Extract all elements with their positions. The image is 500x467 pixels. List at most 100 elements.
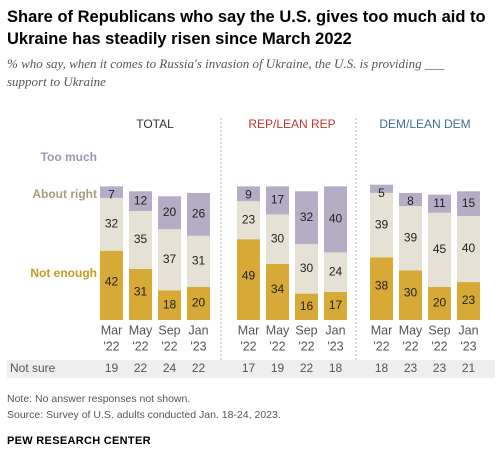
panel-1-bar-3-about-right-label: 37 (163, 252, 177, 266)
panel-2-bar-1-about-right-label: 23 (242, 212, 256, 226)
panel-1-bar-1-not-enough (100, 250, 123, 320)
panel-2-bar-4-about-right-label: 24 (329, 264, 343, 278)
panel-1-bar-2-tick-year: '22 (132, 339, 148, 353)
not-sure-band (7, 360, 495, 378)
panel-1-bar-3-too-much (158, 196, 181, 230)
panel-1-bar-2-not-sure: 22 (134, 361, 148, 375)
panel-2-bar-4-about-right (324, 252, 347, 292)
panel-1-bar-1-tick-month: Mar (101, 323, 123, 337)
panel-2-bar-3-not-enough (295, 293, 318, 320)
panel-3-bar-3-not-enough-label: 20 (433, 296, 447, 310)
category-label-about-right: About right (32, 187, 97, 201)
panel-2-title: REP/LEAN REP (248, 117, 335, 131)
panel-3-bar-2-not-sure: 23 (404, 361, 418, 375)
panel-3-title: DEM/LEAN DEM (379, 117, 470, 131)
panel-1-bar-1-about-right-label: 32 (105, 216, 119, 230)
panel-1-bar-2-not-enough (129, 268, 152, 320)
panel-2-bar-3-too-much-label: 32 (300, 210, 314, 224)
panel-2-bar-2-about-right-label: 30 (271, 231, 285, 245)
panel-2-bar-1-not-enough (237, 239, 260, 320)
panel-2-bar-2-too-much (266, 186, 289, 215)
panel-2-bar-4-tick-month: Jan (325, 323, 345, 337)
chart-title: Share of Republicans who say the U.S. gi… (7, 8, 486, 48)
panel-3-bar-1-tick-year: '22 (373, 339, 389, 353)
panel-1-bar-4-too-much (187, 192, 210, 236)
panel-2-bar-1-about-right (237, 201, 260, 240)
panel-3-bar-1-about-right-label: 39 (375, 217, 389, 231)
panel-3-bar-2-not-enough (399, 270, 422, 320)
panel-1-bar-2-about-right-label: 35 (134, 232, 148, 246)
panel-3-bar-3-about-right-label: 45 (433, 242, 447, 256)
panel-1-bar-3-not-enough (158, 290, 181, 320)
panel-3-bar-3-too-much (428, 194, 451, 213)
panel-2-bar-2-not-enough-label: 34 (271, 282, 285, 296)
panel-3-bar-4-too-much-label: 15 (462, 196, 476, 210)
panel-2-bar-2-about-right (266, 214, 289, 264)
panel-1-bar-2-not-enough-label: 31 (134, 285, 148, 299)
panel-2-bar-3-tick-year: '22 (298, 339, 314, 353)
panel-2-bar-4-too-much (324, 186, 347, 253)
panel-2-bar-2-tick-year: '22 (269, 339, 285, 353)
panel-3-bar-2-too-much-label: 8 (407, 194, 414, 208)
panel-2-bar-4-not-enough-label: 17 (329, 298, 343, 312)
panel-3-bar-4-about-right-label: 40 (462, 241, 476, 255)
panel-1-bar-4-about-right-label: 31 (192, 254, 206, 268)
panel-1-bar-1-too-much-label: 7 (108, 188, 115, 202)
panel-2-bar-1-too-much (237, 186, 260, 202)
panel-1-bar-4-about-right (187, 235, 210, 287)
panel-3-bar-3-tick-month: Sep (428, 323, 450, 337)
panel-2-bar-2-tick-month: May (266, 323, 290, 337)
panel-1-bar-3-tick-month: Sep (158, 323, 180, 337)
panel-2-bar-2-too-much-label: 17 (271, 193, 285, 207)
panel-3-bar-4-too-much (457, 191, 480, 217)
panel-3-bar-3-not-enough (428, 287, 451, 320)
panel-3-bar-4-not-enough (457, 282, 480, 320)
panel-1-bar-2-tick-month: May (129, 323, 153, 337)
panel-1-title: TOTAL (136, 117, 174, 131)
panel-1-bar-1-too-much (100, 186, 123, 198)
panel-1-bar-3-about-right (158, 229, 181, 291)
chart-source: Source: Survey of U.S. adults conducted … (7, 409, 281, 421)
panel-1-bar-3-not-sure: 24 (163, 361, 177, 375)
panel-3-bar-2-tick-month: May (399, 323, 423, 337)
panel-3-bar-2-about-right-label: 39 (404, 230, 418, 244)
panel-1-bar-2-about-right (129, 211, 152, 269)
panel-1-bar-2-too-much-label: 12 (134, 193, 148, 207)
panel-3-bar-1-tick-month: Mar (371, 323, 393, 337)
panel-2-bar-4-not-sure: 18 (329, 361, 343, 375)
panel-2-bar-3-not-sure: 22 (300, 361, 314, 375)
panel-3-bar-1-not-sure: 18 (375, 361, 389, 375)
panel-2-bar-2-not-sure: 19 (271, 361, 285, 375)
panel-1-bar-3-tick-year: '22 (161, 339, 177, 353)
panel-3-bar-1-too-much-label: 5 (378, 186, 385, 200)
panel-2-bar-1-not-enough-label: 49 (242, 269, 256, 283)
category-label-not-enough: Not enough (30, 266, 97, 280)
panel-3-bar-2-not-enough-label: 30 (404, 285, 418, 299)
chart-subtitle: % who say, when it comes to Russia's inv… (7, 56, 445, 89)
panel-1-bar-4-tick-month: Jan (188, 323, 208, 337)
chart-note: Note: No answer responses not shown. (7, 393, 191, 405)
panel-3-bar-4-not-enough-label: 23 (462, 293, 476, 307)
panel-2-bar-1-tick-year: '22 (240, 339, 256, 353)
panel-3-bar-2-about-right (399, 206, 422, 271)
panel-2-bar-1-tick-month: Mar (238, 323, 260, 337)
panel-3-bar-3-too-much-label: 11 (433, 196, 446, 210)
panel-3-bar-1-about-right (370, 192, 393, 258)
panel-2-bar-2-not-enough (266, 263, 289, 320)
panel-1-bar-1-about-right (100, 197, 123, 251)
panel-2-bar-3-tick-month: Sep (295, 323, 317, 337)
panel-3-bar-1-too-much (370, 184, 393, 193)
panel-1-bar-4-too-much-label: 26 (192, 207, 206, 221)
brand-name: PEW RESEARCH CENTER (7, 435, 151, 447)
panel-1-bar-4-tick-year: '23 (190, 339, 206, 353)
panel-2-bar-3-about-right (295, 244, 318, 294)
panel-3-bar-4-tick-month: Jan (458, 323, 478, 337)
panel-1-bar-1-tick-year: '22 (103, 339, 119, 353)
panel-3-bar-4-not-sure: 21 (462, 361, 476, 375)
panel-3-bar-2-too-much (399, 192, 422, 207)
panel-1-bar-1-not-enough-label: 42 (105, 275, 119, 289)
panel-3-bar-3-tick-year: '22 (431, 339, 447, 353)
not-sure-label: Not sure (10, 361, 56, 375)
panel-2-bar-4-tick-year: '23 (327, 339, 343, 353)
